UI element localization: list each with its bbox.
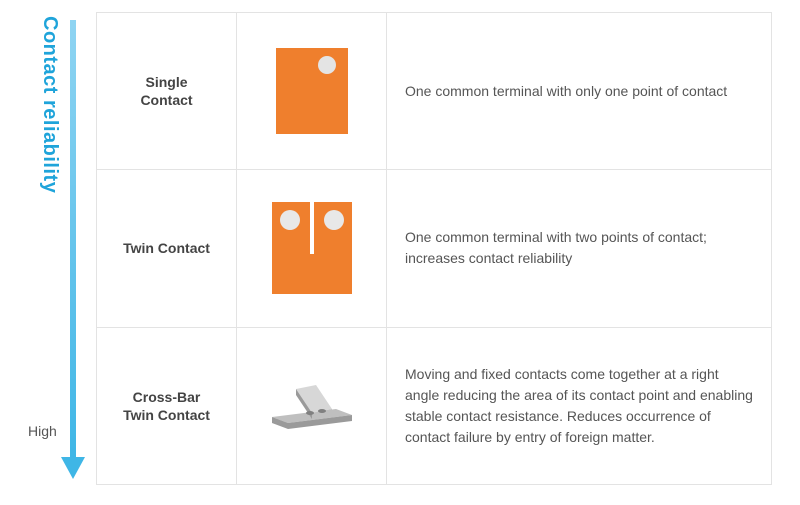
row-title: SingleContact xyxy=(97,13,237,169)
table-row: SingleContact One common terminal with o… xyxy=(97,13,771,170)
table-row: Cross-BarTwin Contact xyxy=(97,328,771,484)
diagram-frame: Contact reliability High SingleContact O… xyxy=(0,0,800,505)
row-description: One common terminal with two points of c… xyxy=(387,170,771,326)
reliability-axis: Contact reliability High xyxy=(32,12,80,485)
axis-end-label: High xyxy=(28,423,57,439)
contact-dot-icon xyxy=(318,56,336,74)
split-slit-icon xyxy=(310,202,314,254)
row-title: Twin Contact xyxy=(97,170,237,326)
contact-dot-icon xyxy=(324,210,344,230)
contact-types-table: SingleContact One common terminal with o… xyxy=(96,12,772,485)
twin-contact-icon xyxy=(272,202,352,294)
axis-arrow-head xyxy=(61,457,85,479)
single-contact-icon xyxy=(276,48,348,134)
row-description: One common terminal with only one point … xyxy=(387,13,771,169)
contact-dot-icon xyxy=(280,210,300,230)
table-row: Twin Contact One common terminal with tw… xyxy=(97,170,771,327)
axis-arrow-shaft xyxy=(70,20,76,457)
crossbar-contact-icon xyxy=(262,375,362,437)
row-illustration xyxy=(237,170,387,326)
row-title: Cross-BarTwin Contact xyxy=(97,328,237,484)
axis-label: Contact reliability xyxy=(38,16,61,193)
row-illustration xyxy=(237,328,387,484)
crossbar-svg xyxy=(262,375,362,437)
row-description: Moving and fixed contacts come together … xyxy=(387,328,771,484)
row-illustration xyxy=(237,13,387,169)
